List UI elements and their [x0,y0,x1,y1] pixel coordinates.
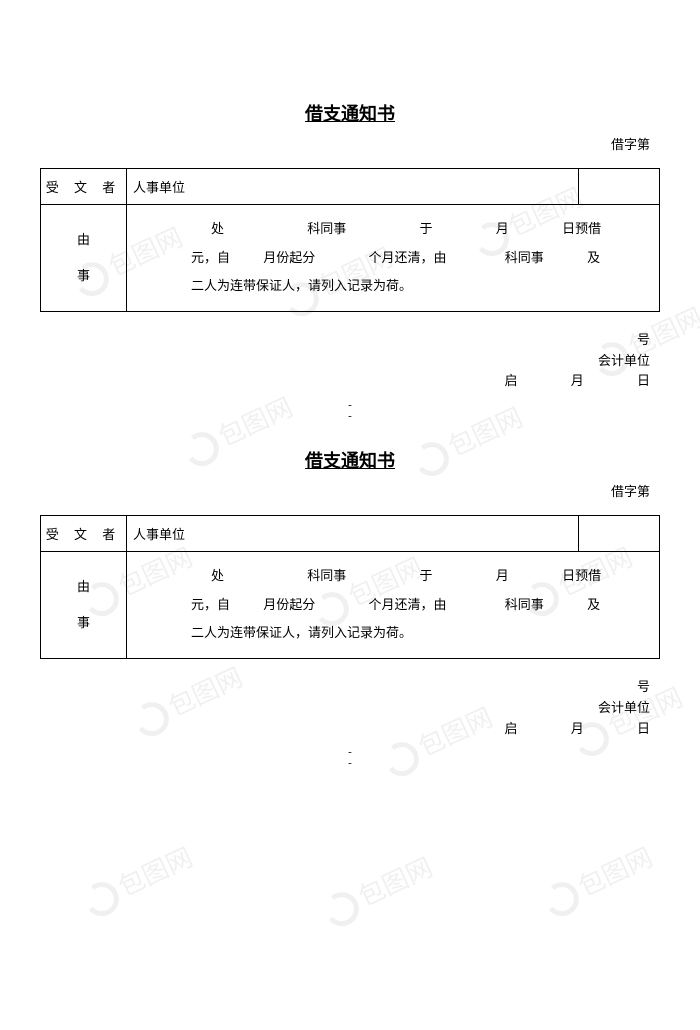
watermark: 包图网 [77,837,199,921]
recipient-value: 人事单位 [127,516,579,552]
reason-label-top: 由 [41,222,126,258]
footer-date-line: 启 月 日 [40,371,650,392]
doc-number-label: 借字第 [40,481,660,500]
reason-label: 由 事 [41,552,127,659]
form-footer: 号 会计单位 启 月 日 [40,677,660,739]
separator-dash: -- [40,400,660,422]
footer-date-line: 启 月 日 [40,719,650,740]
body-line-3: 二人为连带保证人，请列入记录为荷。 [141,272,645,301]
watermark: 包图网 [537,837,659,921]
watermark: 包图网 [317,847,439,931]
form-title: 借支通知书 [40,100,660,126]
reason-label-top: 由 [41,569,126,605]
form-footer: 号 会计单位 启 月 日 [40,330,660,392]
footer-unit: 会计单位 [40,351,650,372]
recipient-value: 人事单位 [127,169,579,205]
recipient-blank-cell [579,516,660,552]
form-title: 借支通知书 [40,447,660,473]
doc-number-label: 借字第 [40,134,660,153]
separator-dash: -- [40,747,660,769]
loan-notice-form-1: 借支通知书 借字第 受 文 者 人事单位 由 事 处 科同事 于 月 [40,100,660,422]
reason-content: 处 科同事 于 月 日预借 元，自 月份起分 个月还清，由 科同事 及 [127,205,660,312]
form-table: 受 文 者 人事单位 由 事 处 科同事 于 月 日预借 [40,515,660,659]
document-page: 借支通知书 借字第 受 文 者 人事单位 由 事 处 科同事 于 月 [0,0,700,814]
recipient-label: 受 文 者 [41,169,127,205]
reason-label: 由 事 [41,205,127,312]
reason-label-bottom: 事 [41,605,126,641]
body-line-1: 处 科同事 于 月 日预借 [141,562,645,591]
form-table: 受 文 者 人事单位 由 事 处 科同事 于 月 日预借 [40,168,660,312]
reason-content: 处 科同事 于 月 日预借 元，自 月份起分 个月还清，由 科同事 及 [127,552,660,659]
recipient-label: 受 文 者 [41,516,127,552]
footer-unit: 会计单位 [40,698,650,719]
body-line-1: 处 科同事 于 月 日预借 [141,215,645,244]
body-line-2: 元，自 月份起分 个月还清，由 科同事 及 [141,244,645,273]
reason-label-bottom: 事 [41,258,126,294]
recipient-blank-cell [579,169,660,205]
body-line-2: 元，自 月份起分 个月还清，由 科同事 及 [141,591,645,620]
footer-hao: 号 [40,677,650,698]
loan-notice-form-2: 借支通知书 借字第 受 文 者 人事单位 由 事 处 科同事 于 月 [40,447,660,769]
body-line-3: 二人为连带保证人，请列入记录为荷。 [141,619,645,648]
footer-hao: 号 [40,330,650,351]
